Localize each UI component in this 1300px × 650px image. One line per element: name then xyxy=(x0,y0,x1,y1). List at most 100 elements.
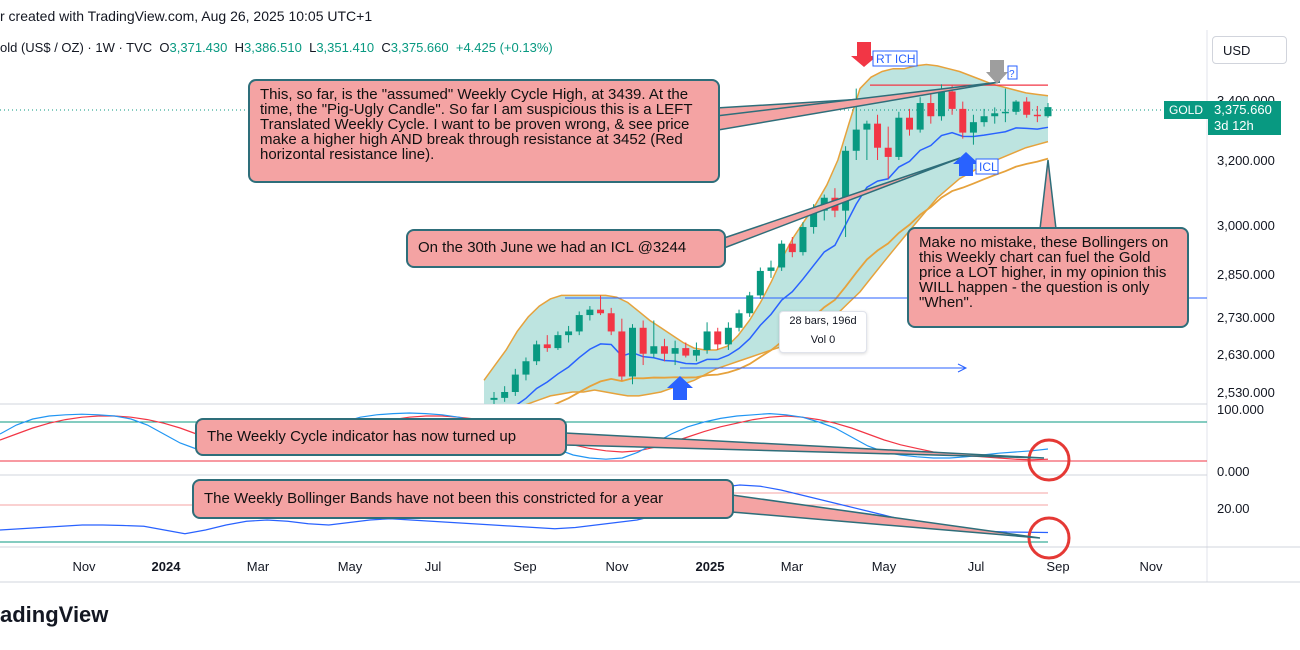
annotation-cycle-indicator[interactable]: The Weekly Cycle indicator has now turne… xyxy=(195,418,567,456)
callout-pointer-bbw xyxy=(731,494,1041,539)
candle-body xyxy=(575,315,583,332)
cycle-highlight-circle xyxy=(1027,438,1071,482)
low-arrow xyxy=(667,376,693,400)
candle-body xyxy=(607,313,615,332)
candle-body xyxy=(810,210,818,228)
ohlc-legend: old (US$ / OZ) · 1W · TVC O3,371.430 H3,… xyxy=(0,40,553,55)
bbw-highlight-circle xyxy=(1027,516,1071,560)
low-value: 3,351.410 xyxy=(316,40,375,55)
candle-body xyxy=(682,348,690,356)
candle-body xyxy=(959,108,967,133)
candle-body xyxy=(554,335,562,349)
open-value: 3,371.430 xyxy=(169,40,228,55)
price-tick-label: 2,630.000 xyxy=(1217,347,1275,362)
candle-body xyxy=(501,392,509,398)
price-tick-label: 2,730.000 xyxy=(1217,310,1275,325)
question-label: ? xyxy=(1009,69,1015,80)
symbol-name[interactable]: old (US$ / OZ) · 1W · TVC xyxy=(0,40,153,55)
time-tick-label: Nov xyxy=(1139,559,1163,574)
candle-body xyxy=(511,374,519,392)
rt-ich-label: RT ICH xyxy=(876,52,916,66)
indicator1-tick: 0.000 xyxy=(1217,464,1250,479)
candle-body xyxy=(660,346,668,354)
candle-body xyxy=(980,116,988,123)
time-tick-label: Mar xyxy=(247,559,270,574)
candle-body xyxy=(650,346,658,354)
slow-moving-average xyxy=(553,157,1049,404)
close-value: 3,375.660 xyxy=(390,40,449,55)
candle-body xyxy=(906,117,913,130)
annotation-bollinger[interactable]: Make no mistake, these Bollingers on thi… xyxy=(907,227,1189,328)
measure-vol: Vol 0 xyxy=(810,334,836,346)
candle-body xyxy=(490,397,498,400)
candle-body xyxy=(852,129,860,151)
measure-info-box: 28 bars, 196d Vol 0 xyxy=(779,311,867,353)
close-label: C xyxy=(381,40,391,55)
bollinger-upper-line xyxy=(483,63,1049,381)
high-value: 3,386.510 xyxy=(244,40,302,55)
candle-body xyxy=(703,331,711,350)
icl-box xyxy=(975,158,999,175)
icl-arrow xyxy=(953,152,979,176)
time-tick-label: Sep xyxy=(1046,559,1069,574)
candle-body xyxy=(895,117,903,157)
rt-ich-arrow xyxy=(851,42,877,67)
price-tick-label: 3,000.000 xyxy=(1217,218,1275,233)
candle-body xyxy=(874,123,882,148)
annotation-bb-constricted[interactable]: The Weekly Bollinger Bands have not been… xyxy=(192,479,734,519)
created-with-text: r created with TradingView.com, Aug 26, … xyxy=(0,8,373,24)
candle-body xyxy=(692,349,700,356)
time-tick-label: Nov xyxy=(605,559,629,574)
cycle-high-arrow xyxy=(986,60,1008,84)
candle-body xyxy=(586,309,594,316)
high-label: H xyxy=(234,40,244,55)
time-tick-label: Jul xyxy=(425,559,442,574)
fast-moving-average xyxy=(516,126,1049,404)
candle-body xyxy=(799,227,807,253)
candle-body xyxy=(522,361,530,375)
price-tick-label: 3,200.000 xyxy=(1217,153,1275,168)
candle-body xyxy=(756,270,764,296)
top-bar: r created with TradingView.com, Aug 26, … xyxy=(0,0,1300,30)
bollinger-band-fill xyxy=(484,64,1048,404)
candle-body xyxy=(767,267,775,271)
candle-body xyxy=(565,331,573,336)
open-label: O xyxy=(159,40,170,55)
time-tick-label: May xyxy=(872,559,897,574)
candle-body xyxy=(1012,101,1020,112)
candle-body xyxy=(937,91,945,117)
last-price: 3,375.660 xyxy=(1214,102,1272,117)
symbol-price-tag: GOLD xyxy=(1164,101,1209,119)
time-tick-label: Sep xyxy=(513,559,536,574)
candle-body xyxy=(842,150,850,211)
candle-body xyxy=(618,331,626,377)
time-tick-label: Nov xyxy=(72,559,96,574)
callout-pointer-bollinger xyxy=(1039,159,1057,230)
bar-countdown: 3d 12h xyxy=(1214,118,1254,133)
candle-body xyxy=(639,327,647,354)
last-price-tag: 3,375.660 3d 12h xyxy=(1208,101,1281,135)
measure-arrow xyxy=(957,363,968,373)
candle-body xyxy=(916,103,924,130)
candle-body xyxy=(778,243,786,268)
tradingview-logo: adingView xyxy=(0,602,109,627)
bbw-line xyxy=(0,484,1049,535)
candle-body xyxy=(927,103,935,117)
candle-body xyxy=(671,348,679,354)
change-value: +4.425 (+0.13%) xyxy=(455,40,553,55)
time-tick-label: Jul xyxy=(968,559,985,574)
indicator1-tick: 100.000 xyxy=(1217,402,1264,417)
low-label: L xyxy=(309,40,317,55)
annotation-icl[interactable]: On the 30th June we had an ICL @3244 xyxy=(406,229,726,268)
candle-body xyxy=(788,243,796,253)
candle-body xyxy=(629,327,636,377)
candle-body xyxy=(948,91,956,109)
price-tick-label: 2,530.000 xyxy=(1217,385,1275,400)
currency-button[interactable]: USD xyxy=(1212,36,1287,64)
annotation-cycle-high[interactable]: This, so far, is the "assumed" Weekly Cy… xyxy=(248,79,720,183)
candle-body xyxy=(1044,107,1052,117)
question-box xyxy=(1007,65,1018,80)
candle-body xyxy=(746,295,754,314)
candle-body xyxy=(543,344,551,349)
